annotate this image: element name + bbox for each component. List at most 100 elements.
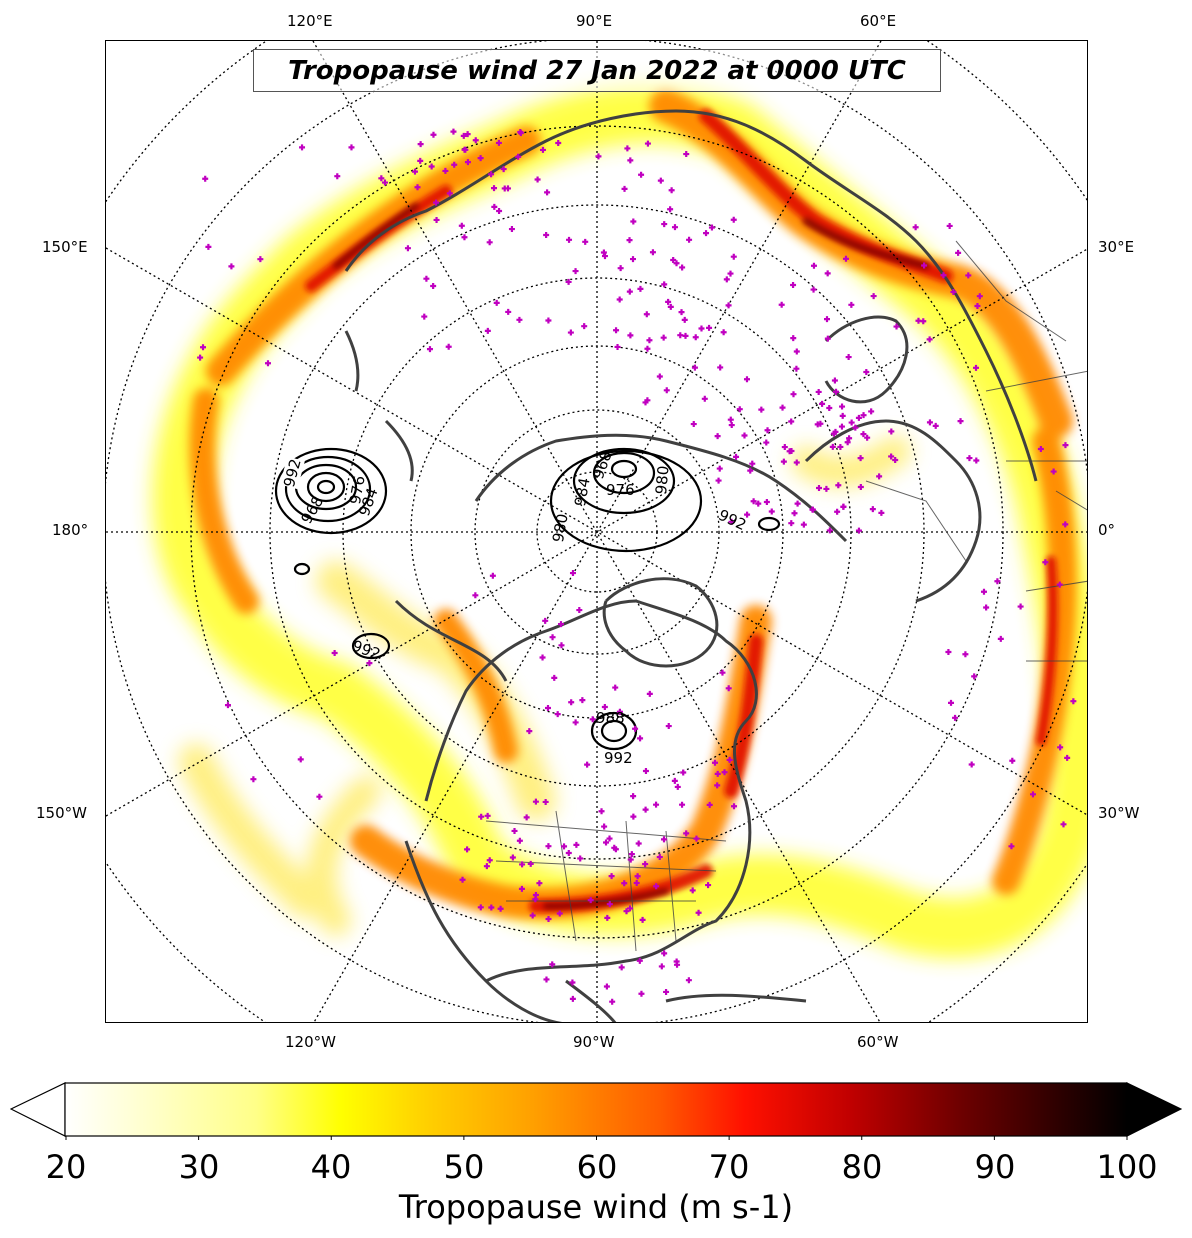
station-marker: [638, 171, 645, 178]
station-marker: [451, 161, 458, 168]
station-marker: [814, 421, 821, 428]
station-marker: [689, 887, 696, 894]
station-marker: [731, 803, 738, 810]
station-marker: [839, 403, 846, 410]
station-marker: [973, 364, 980, 371]
station-markers: [197, 128, 1077, 1005]
colorbar-label: Tropopause wind (m s-1): [398, 1188, 794, 1226]
station-marker: [606, 835, 613, 842]
station-marker: [971, 673, 978, 680]
station-marker: [202, 175, 209, 182]
station-marker: [671, 777, 678, 784]
station-marker: [661, 836, 668, 843]
station-marker: [612, 846, 619, 853]
contour-label: 976: [606, 481, 635, 499]
station-marker: [426, 346, 433, 353]
station-marker: [712, 759, 719, 766]
station-marker: [484, 812, 491, 819]
station-marker: [840, 503, 847, 510]
station-marker: [706, 324, 713, 331]
station-marker: [484, 327, 491, 334]
station-marker: [677, 332, 684, 339]
station-marker: [763, 439, 770, 446]
station-marker: [486, 857, 493, 864]
station-marker: [517, 130, 524, 137]
station-marker: [316, 793, 323, 800]
station-marker: [557, 621, 564, 628]
station-marker: [835, 482, 842, 489]
station-marker: [714, 782, 721, 789]
station-marker: [764, 427, 771, 434]
station-marker: [973, 457, 980, 464]
station-marker: [464, 131, 471, 138]
station-marker: [618, 964, 625, 971]
station-marker: [1050, 468, 1057, 475]
station-marker: [1070, 698, 1077, 705]
lon-label-top: 90°E: [576, 12, 613, 30]
station-marker: [824, 270, 831, 277]
station-marker: [790, 282, 797, 289]
station-marker: [730, 216, 737, 223]
station-marker: [428, 163, 435, 170]
station-marker: [656, 373, 663, 380]
station-marker: [714, 433, 721, 440]
station-marker: [627, 332, 634, 339]
coastlines: [344, 109, 1038, 1022]
latitude-circle-70: [474, 409, 720, 655]
station-marker: [716, 465, 723, 472]
station-marker: [642, 806, 649, 813]
station-marker: [404, 245, 411, 252]
station-marker: [486, 239, 493, 246]
station-marker: [790, 391, 797, 398]
station-marker: [921, 262, 928, 269]
station-marker: [200, 344, 207, 351]
station-marker: [721, 769, 728, 776]
station-marker: [741, 432, 748, 439]
contour-label: 992: [604, 749, 633, 767]
station-marker: [477, 904, 484, 911]
station-marker: [1057, 744, 1064, 751]
station-marker: [613, 327, 620, 334]
station-marker: [691, 364, 698, 371]
station-marker: [515, 153, 522, 160]
station-marker: [815, 388, 822, 395]
station-marker: [810, 286, 817, 293]
scandinavia-coast: [824, 315, 909, 404]
station-marker: [660, 334, 667, 341]
station-marker: [595, 153, 602, 160]
station-marker: [621, 185, 628, 192]
station-marker: [957, 418, 964, 425]
station-marker: [603, 839, 610, 846]
station-marker: [940, 272, 947, 279]
station-marker: [668, 187, 675, 194]
station-marker: [952, 714, 959, 721]
pressure-contours: [274, 447, 781, 751]
station-marker: [864, 434, 871, 441]
station-marker: [848, 301, 855, 308]
station-marker: [442, 167, 449, 174]
station-marker: [653, 883, 660, 890]
station-marker: [1062, 521, 1069, 528]
station-marker: [644, 140, 651, 147]
station-marker: [1029, 791, 1036, 798]
station-marker: [698, 325, 705, 332]
station-marker: [569, 570, 576, 577]
station-marker: [725, 685, 732, 692]
station-marker: [334, 173, 341, 180]
station-marker: [532, 798, 539, 805]
station-marker: [543, 976, 550, 983]
station-marker: [228, 263, 235, 270]
station-marker: [496, 207, 503, 214]
station-marker: [726, 756, 733, 763]
station-marker: [461, 146, 468, 153]
station-marker: [685, 977, 692, 984]
colorbar-min-extension: [10, 1082, 66, 1137]
lon-label-bottom: 60°W: [857, 1033, 899, 1051]
station-marker: [661, 221, 668, 228]
station-marker: [565, 278, 572, 285]
station-marker: [1037, 445, 1044, 452]
station-marker: [692, 334, 699, 341]
station-marker: [926, 419, 933, 426]
station-marker: [411, 168, 418, 175]
station-marker: [423, 275, 430, 282]
